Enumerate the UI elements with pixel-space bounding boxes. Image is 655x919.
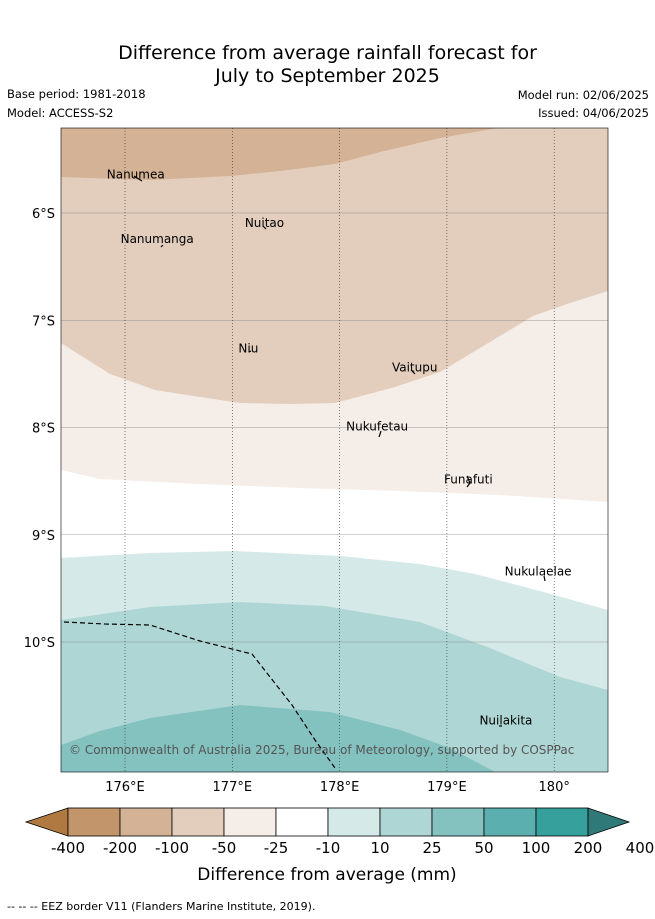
longitude-labels: 176°E 177°E 178°E 179°E 180° bbox=[105, 780, 570, 795]
legend-tick-label: 10 bbox=[370, 839, 389, 857]
map-grid bbox=[61, 128, 608, 772]
legend-tick-label: 200 bbox=[574, 839, 603, 857]
legend-tick-label: 25 bbox=[422, 839, 441, 857]
legend-swatch bbox=[327, 807, 381, 837]
legend-tick-label: 50 bbox=[474, 839, 493, 857]
island-outline bbox=[543, 575, 546, 582]
island-outline bbox=[410, 369, 416, 375]
eez-border-line bbox=[63, 621, 336, 769]
lat-tick-label: 10°S bbox=[24, 636, 55, 651]
legend-swatch bbox=[275, 807, 329, 837]
legend-tick-label: 400 bbox=[626, 839, 655, 857]
issued-date: Issued: 04/06/2025 bbox=[538, 106, 649, 120]
map-frame bbox=[60, 127, 609, 773]
legend-swatch bbox=[119, 807, 173, 837]
lat-tick-label: 8°S bbox=[32, 422, 55, 437]
place-label: Vaitupu bbox=[392, 361, 438, 375]
legend-swatch bbox=[483, 807, 537, 837]
legend-extend-low bbox=[24, 807, 69, 837]
place-label: Nukufetau bbox=[346, 420, 408, 434]
place-label: Funafuti bbox=[444, 472, 493, 486]
legend-swatch bbox=[379, 807, 433, 837]
legend-swatch bbox=[67, 807, 121, 837]
base-period: Base period: 1981-2018 bbox=[7, 87, 146, 101]
lat-tick-label: 6°S bbox=[32, 207, 55, 222]
place-label: Nuitao bbox=[245, 216, 284, 230]
model-run: Model run: 02/06/2025 bbox=[517, 88, 649, 102]
legend-tick-label: -400 bbox=[51, 839, 85, 857]
legend-tick-label: -200 bbox=[103, 839, 137, 857]
place-label: Nanumea bbox=[107, 168, 165, 182]
lon-tick-label: 180° bbox=[539, 780, 570, 795]
lon-tick-label: 177°E bbox=[213, 780, 253, 795]
island-outline bbox=[248, 350, 252, 353]
colour-legend: -400 -200 -100 -50 -25 -10 10 25 50 100 200 400 Diff… bbox=[24, 807, 655, 885]
place-label: Niu bbox=[238, 341, 258, 355]
title-line-1: Difference from average rainfall forecas… bbox=[118, 42, 537, 64]
lat-tick-label: 9°S bbox=[32, 529, 55, 544]
model-name: Model: ACCESS-S2 bbox=[7, 106, 114, 120]
island-outline bbox=[160, 244, 164, 248]
island-outline bbox=[378, 430, 382, 438]
copyright-notice: © Commonwealth of Australia 2025, Bureau… bbox=[69, 743, 574, 757]
legend-swatch bbox=[223, 807, 277, 837]
legend-tick-label: 100 bbox=[522, 839, 551, 857]
place-label: Nuilakita bbox=[479, 714, 532, 728]
map-plot-area: Nanumea Nuitao Nanumanga Niu Vaitupu Nukufeta… bbox=[60, 127, 609, 773]
legend-tick-label: -10 bbox=[316, 839, 341, 857]
island-outlines bbox=[133, 175, 546, 727]
band-minus-50-to-minus-25 bbox=[61, 128, 608, 404]
title-line-2: July to September 2025 bbox=[215, 65, 440, 87]
island-outline bbox=[262, 225, 267, 230]
place-label: Nukulaelae bbox=[505, 565, 572, 579]
legend-tick-label: -25 bbox=[264, 839, 289, 857]
legend-swatch bbox=[431, 807, 485, 837]
lon-tick-label: 178°E bbox=[320, 780, 360, 795]
band-minus-100-to-minus-50 bbox=[61, 128, 498, 180]
legend-tick-label: -50 bbox=[212, 839, 237, 857]
island-outline bbox=[133, 175, 143, 182]
place-label: Nanumanga bbox=[121, 232, 194, 246]
island-outline bbox=[466, 475, 471, 488]
legend-swatch bbox=[171, 807, 225, 837]
legend-tick-label: -100 bbox=[155, 839, 189, 857]
lon-tick-label: 176°E bbox=[105, 780, 145, 795]
legend-swatch bbox=[535, 807, 589, 837]
lat-tick-label: 7°S bbox=[32, 314, 55, 329]
legend-extend-high bbox=[587, 807, 631, 837]
band-50-to-100 bbox=[61, 705, 495, 772]
legend-title: Difference from average (mm) bbox=[197, 865, 456, 885]
latitude-labels: 6°S 7°S 8°S 9°S 10°S bbox=[24, 207, 55, 651]
place-labels: Nanumea Nuitao Nanumanga Niu Vaitupu Nukufeta… bbox=[107, 168, 572, 728]
eez-footnote: -- -- -- EEZ border V11 (Flanders Marine… bbox=[7, 900, 316, 913]
lon-tick-label: 179°E bbox=[427, 780, 467, 795]
